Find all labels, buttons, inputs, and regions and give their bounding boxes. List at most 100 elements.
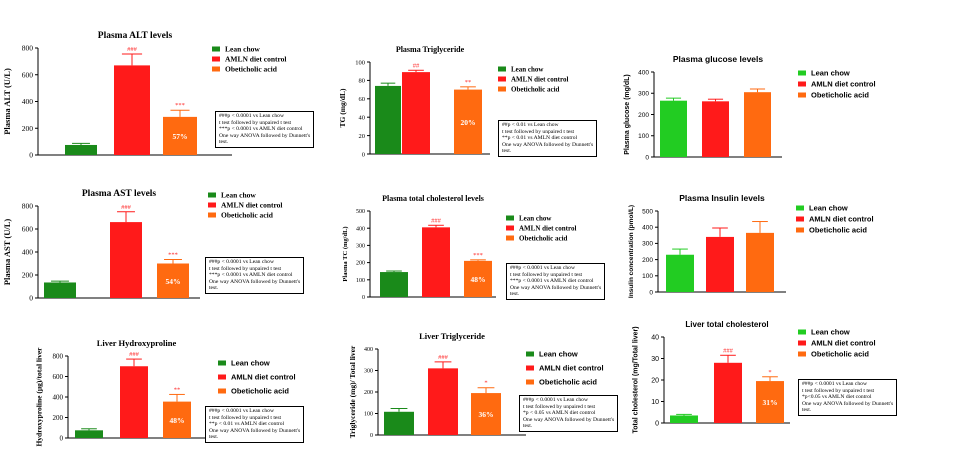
stats-note-line: t test followed by unpaired t test: [209, 265, 282, 272]
y-tick-label: 400: [364, 347, 373, 353]
y-tick-label: 80: [359, 78, 366, 85]
bar-lean-chow: [660, 100, 687, 157]
legend-swatch: [208, 212, 216, 218]
legend-swatch: [798, 70, 806, 76]
stats-note-line: ***p < 0.0001 vs AMLN diet control: [209, 272, 293, 279]
bar-obeticholic-acid: [744, 92, 771, 157]
y-tick-label: 300: [638, 91, 649, 98]
chart-title: Liver Hydroxyproline: [97, 338, 177, 348]
stats-note-line: ###p < 0.0001 vs Lean chow: [510, 265, 575, 271]
legend-label: AMLN diet control: [539, 364, 604, 373]
legend-label: Obeticholic acid: [221, 211, 274, 220]
stats-note-line: ###p < 0.0001 vs Lean chow: [523, 397, 588, 403]
legend-label: AMLN diet control: [221, 201, 283, 210]
bar-lean-chow: [380, 272, 408, 297]
stats-note-line: t test followed by unpaired t test: [209, 414, 282, 421]
y-tick-label: 400: [53, 393, 64, 401]
stats-note-line: ***p < 0.0001 vs AMLN diet control: [219, 126, 303, 133]
y-tick-label: 400: [22, 248, 34, 257]
significance-label: ##: [413, 62, 420, 69]
bar-percent-label: 48%: [170, 416, 185, 425]
legend-label: Obeticholic acid: [519, 235, 568, 243]
bar-amln-diet-control: [114, 65, 150, 155]
legend-label: Obeticholic acid: [511, 86, 560, 94]
stats-note-line: One way ANOVA followed by Dunnett's: [209, 278, 301, 285]
bar-obeticholic-acid: [157, 263, 189, 298]
y-tick-label: 200: [22, 271, 34, 280]
y-tick-label: 300: [356, 244, 365, 250]
stats-note-line: test.: [209, 434, 219, 441]
stats-note-line: test.: [510, 291, 520, 298]
bar-amln-diet-control: [428, 368, 458, 435]
y-tick-label: 100: [638, 133, 649, 140]
panel-plasma-glucose: Plasma glucose levels 0 100 200 300 400 Plasma…: [620, 50, 958, 165]
y-tick-label: 200: [356, 261, 365, 267]
y-tick-label: 100: [356, 278, 365, 284]
bar-lean-chow: [44, 282, 76, 298]
stats-note-line: test.: [219, 139, 229, 146]
legend-label: Lean chow: [225, 45, 260, 54]
bar-amln-diet-control: [702, 101, 729, 157]
bar-percent-label: 54%: [166, 277, 181, 286]
bar-amln-diet-control: [120, 366, 148, 438]
legend-swatch: [526, 365, 534, 371]
stats-note-line: ##p < 0.01 vs Lean chow: [502, 122, 559, 128]
bar-amln-diet-control: [714, 362, 742, 423]
y-tick-label: 400: [642, 224, 653, 231]
stats-note-line: test.: [209, 285, 219, 292]
significance-label: ###: [127, 46, 138, 53]
y-tick-label: 300: [364, 369, 373, 375]
legend-swatch: [798, 340, 806, 346]
chart-svg-tg: Plasma Triglyceride 0 20 40 60 80 100 TG (mg/dL…: [338, 45, 568, 158]
stats-note-box: ###p < 0.0001 vs Lean chow t test followe…: [215, 111, 315, 148]
legend-label: Lean chow: [539, 350, 578, 359]
legend-swatch: [208, 202, 216, 208]
bar-percent-label: 48%: [471, 275, 486, 284]
y-axis-label: Hydroxyproline (µg)/total liver: [35, 347, 44, 447]
y-tick-label: 40: [359, 114, 366, 121]
legend-label: Obeticholic acid: [811, 91, 869, 100]
bar-lean-chow: [75, 430, 103, 438]
y-tick-label: 0: [362, 295, 365, 301]
significance-label: ###: [723, 347, 734, 354]
bar-lean-chow: [666, 254, 694, 292]
legend-swatch: [796, 227, 804, 233]
legend-swatch: [498, 86, 506, 92]
legend-label: Lean chow: [511, 66, 544, 74]
significance-label: ###: [121, 204, 132, 211]
stats-note-box: ###p < 0.0001 vs Lean chow t test followe…: [506, 263, 606, 300]
y-tick-label: 30: [651, 356, 659, 363]
legend-swatch: [498, 76, 506, 82]
stats-note-line: **p < 0.01 vs AMLN diet control: [502, 135, 578, 142]
chart-svg-glucose: Plasma glucose levels 0 100 200 300 400 Plasma…: [624, 54, 875, 161]
stats-note-box: ###p < 0.0001 vs Lean chow t test followe…: [205, 257, 305, 294]
legend-swatch: [218, 374, 226, 380]
stats-note-line: t test followed by unpaired t test: [219, 119, 292, 126]
stats-note-line: t test followed by unpaired t test: [510, 271, 583, 278]
significance-label: **: [174, 386, 181, 393]
y-tick-label: 400: [22, 97, 34, 106]
y-tick-label: 200: [364, 390, 373, 396]
stats-note-box: ###p < 0.0001 vs Lean chow t test followe…: [798, 379, 898, 416]
stats-note-line: One way ANOVA followed by Dunnett's: [523, 416, 615, 423]
legend-label: AMLN diet control: [809, 215, 874, 224]
stats-note-box: ##p < 0.01 vs Lean chow t test followed b…: [498, 120, 598, 157]
stats-note-line: One way ANOVA followed by Dunnett's: [510, 284, 602, 291]
chart-title: Plasma AST levels: [82, 189, 157, 199]
legend-label: AMLN diet control: [811, 339, 876, 348]
significance-label: *: [484, 380, 487, 387]
legend-swatch: [506, 235, 514, 241]
y-tick-label: 100: [642, 273, 653, 280]
bar-amln-diet-control: [706, 236, 734, 292]
bar-amln-diet-control: [110, 222, 142, 298]
significance-label: ***: [175, 102, 185, 109]
y-tick-label: 600: [22, 225, 34, 234]
legend-label: AMLN diet control: [519, 225, 576, 233]
stats-note-line: t test followed by unpaired t test: [802, 387, 875, 394]
legend-label: Obeticholic acid: [539, 378, 597, 387]
y-tick-label: 0: [60, 434, 64, 442]
legend-label: Lean chow: [809, 204, 848, 213]
y-tick-label: 0: [655, 420, 659, 427]
y-tick-label: 10: [651, 399, 659, 406]
chart-svg-ltg: Liver Triglyceride 0 100 200 300 400 Triglycer…: [348, 331, 604, 439]
